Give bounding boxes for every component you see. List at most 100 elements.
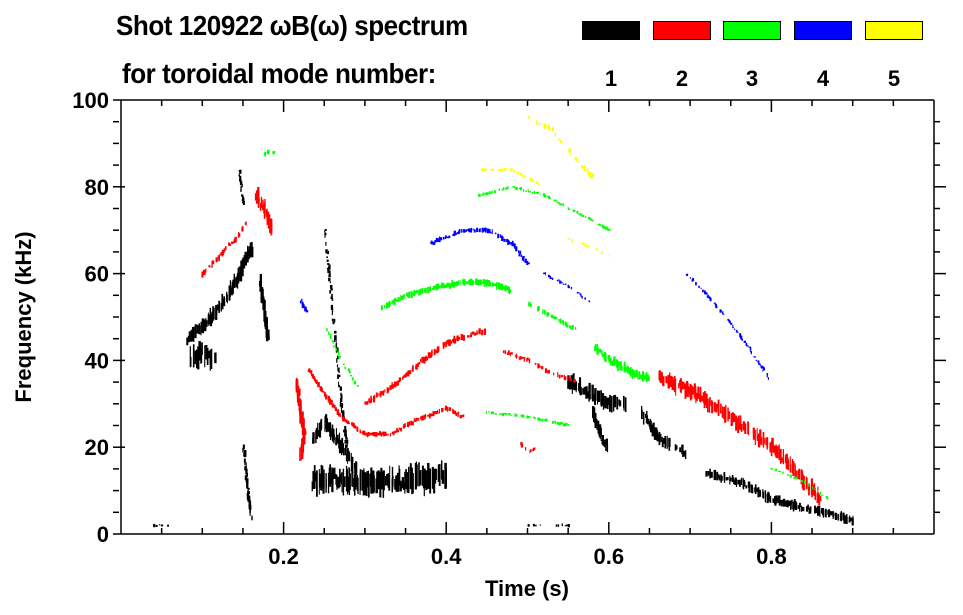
spectral-streak (352, 471, 354, 487)
spectral-streak (297, 395, 300, 407)
spectral-streak (546, 420, 548, 422)
spectral-streak (337, 367, 340, 372)
spectral-streak (709, 468, 711, 479)
spectral-streak (382, 390, 385, 396)
spectral-streak (359, 473, 361, 495)
spectral-streak (353, 381, 356, 385)
spectral-streak (521, 356, 524, 359)
spectral-streak (575, 327, 577, 330)
spectral-streak (412, 473, 414, 494)
spectral-streak (491, 229, 493, 235)
spectral-streak (547, 369, 550, 374)
spectral-streak (735, 329, 738, 333)
spectral-streak (762, 367, 765, 371)
spectral-streak (403, 481, 405, 490)
spectral-streak (600, 251, 603, 254)
spectral-streak (463, 229, 466, 233)
spectral-streak (331, 297, 334, 301)
spectral-streak (780, 457, 783, 463)
spectral-streak (240, 186, 242, 190)
spectral-streak (661, 436, 663, 442)
spectral-streak (389, 385, 392, 391)
spectral-streak (397, 430, 400, 433)
spectral-streak (263, 310, 265, 317)
spectral-streak (331, 318, 333, 322)
spectral-streak (708, 296, 711, 299)
mode-2-feature (201, 221, 247, 278)
mode-1-feature (259, 273, 270, 342)
spectral-streak (571, 379, 572, 381)
spectral-streak (728, 320, 731, 323)
spectral-streak (533, 417, 536, 420)
spectral-streak (341, 472, 343, 493)
spectral-streak (443, 283, 445, 289)
spectral-streak (849, 515, 851, 521)
spectral-streak (558, 422, 561, 426)
spectral-streak (530, 302, 532, 308)
spectral-streak (379, 391, 381, 397)
spectral-streak (523, 259, 525, 262)
spectral-streak (608, 229, 611, 231)
spectral-streak (682, 381, 685, 390)
spectral-streak (201, 318, 205, 334)
spectral-streak (609, 400, 612, 407)
spectral-streak (375, 432, 377, 436)
spectral-streak (763, 438, 765, 444)
spectral-streak (565, 322, 568, 327)
spectral-streak (510, 414, 512, 416)
spectral-streak (306, 310, 309, 313)
spectral-streak (430, 240, 433, 245)
spectral-streak (335, 474, 337, 485)
spectral-streak (342, 413, 345, 418)
spectral-streak (205, 345, 208, 360)
spectral-streak (575, 381, 577, 393)
spectral-streak (706, 295, 709, 298)
mode-1-feature (311, 460, 447, 498)
spectral-streak (587, 217, 591, 220)
spectral-streak (348, 422, 350, 425)
spectral-streak (520, 187, 523, 191)
mode-1-feature (567, 373, 627, 413)
spectral-streak (389, 301, 391, 307)
spectral-streak (704, 393, 707, 405)
spectral-streak (344, 426, 347, 432)
spectral-streak (335, 407, 337, 411)
spectral-streak (778, 495, 781, 506)
spectral-streak (592, 387, 594, 399)
spectral-streak (571, 379, 573, 394)
spectral-streak (361, 470, 364, 491)
spectral-streak (579, 377, 582, 394)
spectral-streak (769, 442, 772, 453)
spectral-streak (194, 325, 196, 338)
spectral-streak (408, 421, 411, 426)
spectral-streak (488, 411, 490, 414)
spectral-streak (749, 350, 752, 353)
spectral-streak (329, 399, 331, 405)
spectral-streak (204, 345, 206, 368)
spectral-streak (301, 298, 303, 302)
spectral-streak (203, 269, 204, 276)
spectral-streak (700, 287, 702, 289)
spectral-streak (735, 418, 737, 430)
spectral-streak (755, 359, 757, 362)
spectral-streak (428, 352, 431, 359)
mode-1-feature (705, 468, 854, 526)
spectral-streak (336, 358, 338, 363)
spectral-streak (745, 343, 747, 347)
spectral-streak (488, 280, 491, 287)
spectral-streak (525, 447, 527, 451)
spectral-streak (387, 388, 389, 392)
spectral-streak (460, 279, 462, 286)
spectral-streak (478, 279, 480, 286)
spectral-streak (489, 191, 491, 195)
spectral-streak (547, 312, 550, 316)
spectral-streak (513, 169, 515, 173)
spectral-streak (501, 237, 504, 241)
spectral-streak (814, 488, 816, 495)
mode-3-feature (594, 344, 650, 383)
spectral-streak (490, 411, 493, 415)
y-tick-label: 20 (85, 435, 109, 460)
spectral-streak (799, 502, 801, 507)
spectral-streak (721, 406, 723, 418)
spectral-streak (342, 410, 345, 415)
